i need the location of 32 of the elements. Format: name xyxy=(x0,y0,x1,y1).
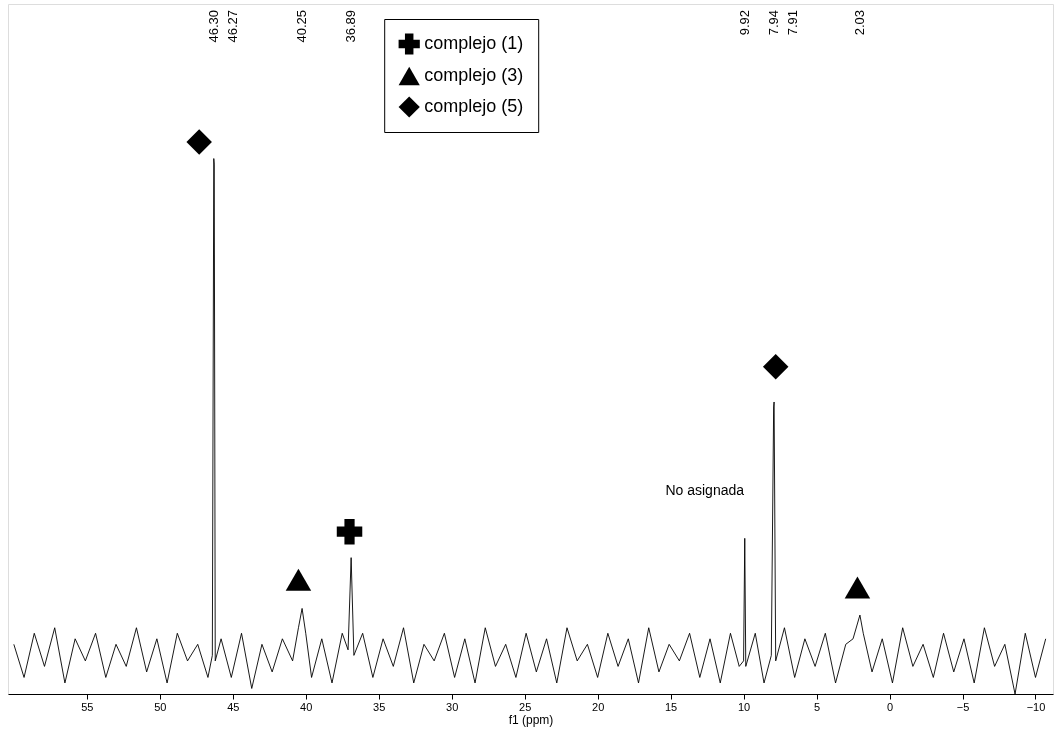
point xyxy=(762,353,789,380)
text: 7.94 xyxy=(765,10,781,36)
legend-label: complejo (3) xyxy=(424,65,524,85)
text: 9.92 xyxy=(736,10,752,36)
text: 36.89 xyxy=(343,10,359,43)
x-tick-label: 50 xyxy=(154,700,167,713)
x-tick-label: 15 xyxy=(664,700,678,713)
x-tick-label: 5 xyxy=(814,700,821,713)
x-tick-label: 20 xyxy=(592,700,605,713)
text: 7.91 xyxy=(785,10,801,36)
x-tick-label: 55 xyxy=(81,700,94,713)
x-tick-label: −5 xyxy=(956,700,970,713)
point xyxy=(336,518,363,545)
legend-label: complejo (5) xyxy=(424,96,524,116)
x-tick-label: 25 xyxy=(519,700,532,713)
text: 46.30 xyxy=(205,10,221,43)
x-tick-label: 35 xyxy=(373,700,386,713)
annotation: No asignada xyxy=(665,482,745,499)
point xyxy=(844,576,871,599)
x-tick-label: 10 xyxy=(737,700,751,713)
text: 46.27 xyxy=(225,10,241,43)
x-tick-label: 40 xyxy=(300,700,313,713)
x-tick-label: −10 xyxy=(1026,700,1046,713)
point xyxy=(285,568,312,591)
x-axis-title: f1 (ppm) xyxy=(508,712,554,727)
x-tick-label: 30 xyxy=(446,700,459,713)
x-tick-label: 45 xyxy=(227,700,240,713)
text: 2.03 xyxy=(851,10,867,36)
point xyxy=(186,129,212,155)
text: 40.25 xyxy=(294,10,310,43)
x-tick-label: 0 xyxy=(886,700,894,713)
legend-label: complejo (1) xyxy=(424,33,524,53)
